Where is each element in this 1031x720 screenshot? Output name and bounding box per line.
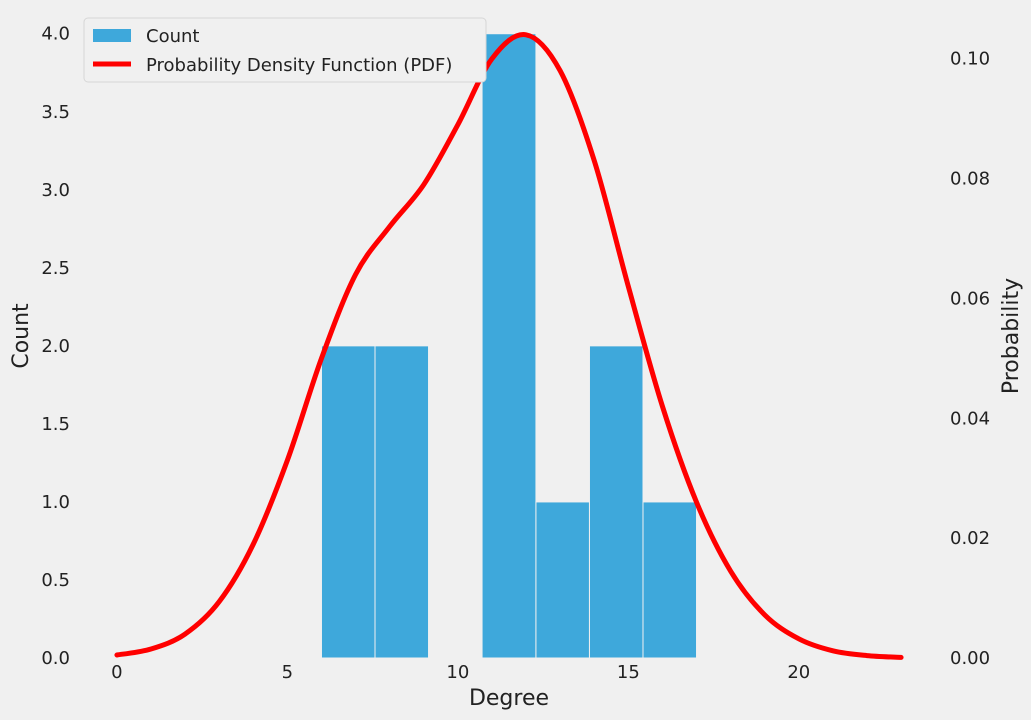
y2-tick-label: 0.02	[950, 528, 990, 549]
x-tick-label: 10	[446, 662, 469, 683]
y2-tick-labels: 0.00 0.02 0.04 0.06 0.08 0.10	[950, 49, 990, 669]
y-tick-label: 0.0	[41, 648, 70, 669]
x-tick-label: 5	[282, 662, 293, 683]
y-tick-label: 4.0	[41, 24, 70, 45]
histogram-bar	[535, 501, 590, 659]
y2-tick-label: 0.00	[950, 648, 990, 669]
histogram-bar	[588, 345, 644, 659]
legend-label-count: Count	[146, 26, 199, 47]
y2-axis-label: Probability	[999, 278, 1024, 394]
histogram-bar	[481, 33, 537, 659]
legend-swatch-count	[93, 29, 131, 42]
legend-label-pdf: Probability Density Function (PDF)	[146, 55, 452, 76]
y-tick-label: 3.0	[41, 180, 70, 201]
y-tick-label: 0.5	[41, 570, 70, 591]
x-tick-labels: 0 5 10 15 20	[111, 662, 810, 683]
y-tick-label: 1.0	[41, 492, 70, 513]
x-tick-label: 15	[617, 662, 640, 683]
y2-tick-label: 0.06	[950, 288, 990, 309]
y2-tick-label: 0.04	[950, 408, 990, 429]
y-tick-label: 2.0	[41, 336, 70, 357]
histogram-bar	[642, 501, 698, 659]
y-tick-label: 2.5	[41, 258, 70, 279]
y-axis-label: Count	[9, 303, 34, 369]
y2-tick-label: 0.10	[950, 49, 990, 70]
histogram-bar	[320, 345, 376, 659]
bars-layer	[320, 33, 698, 659]
y-tick-label: 1.5	[41, 414, 70, 435]
x-axis-label: Degree	[469, 686, 549, 711]
x-tick-label: 0	[111, 662, 122, 683]
line-layer	[114, 32, 904, 660]
y-tick-labels: 0.0 0.5 1.0 1.5 2.0 2.5 3.0 3.5 4.0	[41, 24, 70, 669]
legend-box	[83, 17, 487, 83]
y2-tick-label: 0.08	[950, 169, 990, 190]
y-tick-label: 3.5	[41, 102, 70, 123]
histogram-bar	[374, 345, 430, 659]
pdf-line	[114, 32, 904, 660]
x-tick-label: 20	[787, 662, 810, 683]
legend: Count Probability Density Function (PDF)	[83, 17, 487, 83]
